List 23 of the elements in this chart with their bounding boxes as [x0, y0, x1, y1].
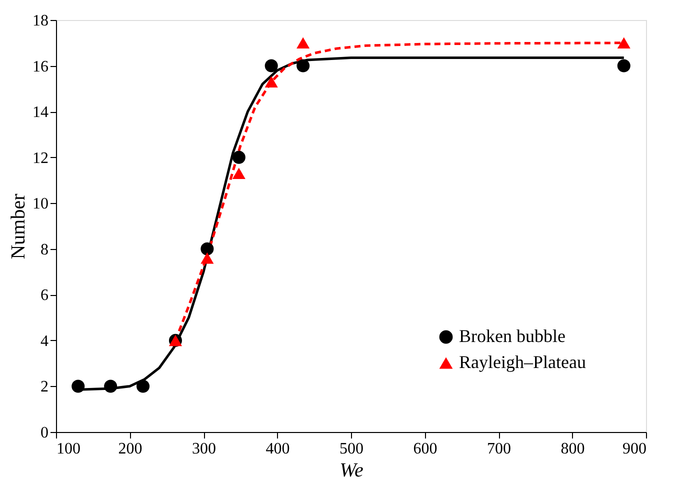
legend-label: Broken bubble [459, 326, 566, 346]
x-tick-label: 100 [56, 440, 80, 458]
y-tick-label: 8 [40, 241, 48, 258]
x-tick-label: 700 [487, 440, 511, 458]
x-tick-label: 600 [413, 440, 438, 458]
y-tick-label: 6 [40, 287, 48, 304]
x-tick-label: 200 [118, 440, 142, 458]
y-tick-label: 18 [32, 12, 48, 30]
x-tick-label: 400 [266, 440, 290, 458]
y-tick-label: 4 [40, 332, 48, 350]
x-tick-label: 800 [560, 440, 585, 458]
x-tick-label: 300 [192, 440, 216, 458]
y-tick-label: 16 [32, 58, 48, 76]
legend-label: Rayleigh–Plateau [459, 352, 586, 372]
y-tick-label: 14 [32, 104, 48, 122]
y-tick-label: 0 [40, 424, 48, 442]
x-tick-label: 500 [340, 440, 364, 458]
x-axis-title: We [340, 460, 364, 482]
x-tick-label: 900 [622, 440, 646, 458]
y-tick-label: 12 [32, 150, 48, 167]
y-tick-label: 10 [32, 196, 48, 213]
y-axis-title: Number [8, 193, 30, 260]
y-tick-label: 2 [40, 378, 48, 396]
